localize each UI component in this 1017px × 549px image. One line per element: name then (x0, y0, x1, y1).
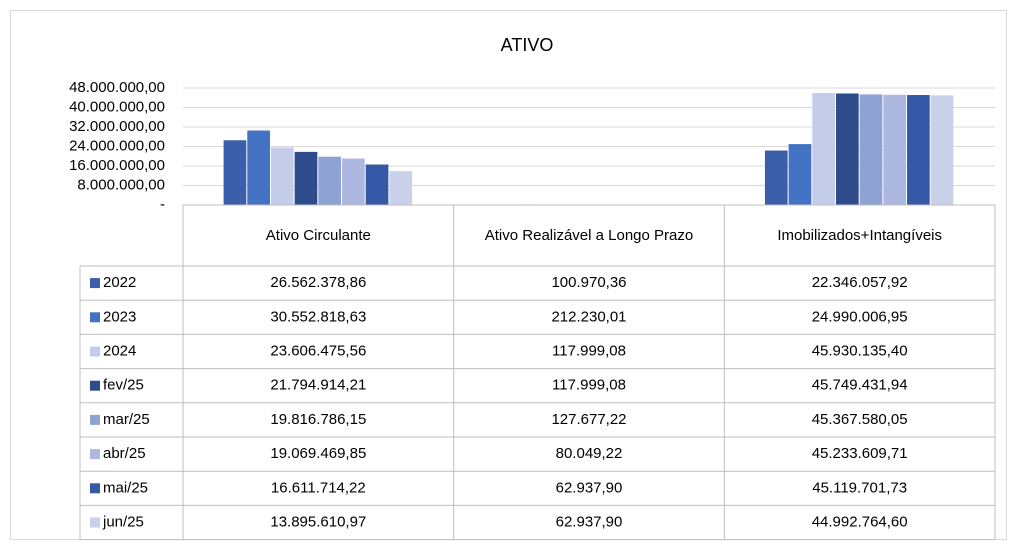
table-cell: 30.552.818,63 (270, 308, 366, 325)
table-cell: 45.749.431,94 (812, 377, 908, 394)
bar (389, 171, 413, 205)
table-cell: 100.970,36 (551, 274, 626, 291)
table-cell: 127.677,22 (551, 411, 626, 428)
bar (270, 147, 294, 205)
bar (907, 95, 930, 205)
legend-swatch (90, 278, 100, 289)
table-cell: 62.937,90 (556, 479, 623, 496)
legend-swatch (90, 380, 100, 391)
table-cell: 13.895.610,97 (270, 513, 366, 530)
table-cell: 212.230,01 (551, 308, 626, 325)
legend-label: mar/25 (103, 411, 150, 428)
table-cell: 26.562.378,86 (270, 274, 366, 291)
y-tick-label: 48.000.000,00 (69, 79, 165, 96)
table-cell: 62.937,90 (556, 513, 623, 530)
legend-label: 2023 (103, 308, 136, 325)
legend-swatch (90, 312, 100, 323)
bar (223, 140, 247, 205)
y-tick-label: 8.000.000,00 (77, 176, 165, 193)
bar (812, 93, 835, 205)
table-cell: 117.999,08 (552, 377, 626, 394)
table-header: Ativo Circulante (265, 226, 371, 244)
legend-label: abr/25 (103, 445, 146, 462)
table-cell: 19.069.469,85 (270, 445, 366, 462)
table-cell: 16.611.714,22 (271, 479, 366, 496)
table-cell: 19.816.786,15 (270, 411, 366, 428)
table-cell: 22.346.057,92 (812, 274, 908, 291)
legend-label: 2022 (103, 274, 136, 291)
legend-label: jun/25 (102, 513, 144, 530)
legend-label: 2024 (103, 342, 136, 359)
table-cell: 21.794.914,21 (270, 377, 366, 394)
bar (883, 94, 907, 205)
bar (835, 93, 859, 205)
table-cell: 23.606.475,56 (270, 342, 366, 359)
legend-label: mai/25 (103, 479, 148, 496)
bar (365, 164, 389, 205)
table-header: Imobilizados+Intangíveis (777, 226, 942, 244)
table-cell: 45.367.580,05 (812, 411, 908, 428)
chart-title: ATIVO (501, 35, 554, 55)
y-tick-label: 24.000.000,00 (69, 137, 165, 154)
legend-swatch (90, 483, 100, 494)
category-label: Imobilizados+Intangíveis (777, 226, 942, 244)
bar (930, 95, 954, 205)
y-tick-label: 16.000.000,00 (69, 157, 165, 174)
table-cell: 45.233.609,71 (812, 445, 908, 462)
category-label: Ativo Realizável a Longo Prazo (484, 226, 694, 244)
table-cell: 117.999,08 (552, 342, 626, 359)
legend-swatch (90, 517, 100, 528)
legend-swatch (90, 414, 100, 425)
table-cell: 80.049,22 (556, 445, 623, 462)
table-header: Ativo Realizável a Longo Prazo (484, 226, 694, 244)
table-cell: 24.990.006,95 (812, 308, 908, 325)
bar (294, 151, 318, 205)
y-tick-label: - (160, 196, 165, 213)
bar (342, 158, 365, 205)
bar (247, 130, 270, 205)
table-cell: 45.119.701,73 (812, 479, 907, 496)
bar (764, 150, 788, 205)
bar (859, 94, 883, 205)
table-cell: 44.992.764,60 (812, 513, 908, 530)
legend-swatch (90, 346, 100, 357)
bar (318, 156, 342, 205)
legend-swatch (90, 449, 100, 460)
y-tick-label: 32.000.000,00 (69, 118, 165, 135)
category-label: Ativo Circulante (265, 226, 371, 244)
y-tick-label: 40.000.000,00 (69, 98, 165, 115)
bar (788, 144, 812, 205)
legend-label: fev/25 (103, 377, 144, 394)
table-cell: 45.930.135,40 (812, 342, 908, 359)
